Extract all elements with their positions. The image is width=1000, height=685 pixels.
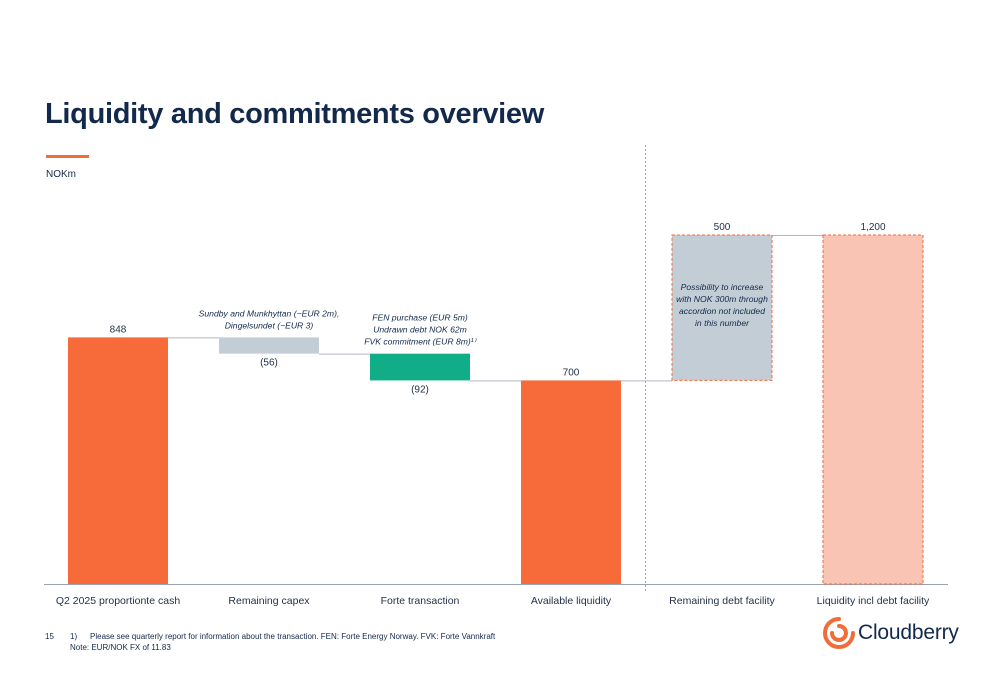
value-label-4: 500 bbox=[714, 222, 731, 233]
annotation-1-line-0: FEN purchase (EUR 5m) bbox=[372, 313, 468, 323]
bar-4 bbox=[671, 234, 773, 381]
cloudberry-logo: Cloudberry bbox=[822, 613, 962, 653]
bar-1 bbox=[219, 337, 319, 354]
annotation-1-line-2: FVK commitment (EUR 8m)¹⁾ bbox=[364, 337, 476, 347]
bar-2 bbox=[370, 353, 470, 381]
value-label-0: 848 bbox=[110, 324, 127, 335]
category-label-1: Remaining capex bbox=[228, 595, 310, 607]
title-underline bbox=[46, 155, 89, 158]
unit-label: NOKm bbox=[46, 169, 76, 180]
category-label-5: Liquidity incl debt facility bbox=[817, 595, 930, 607]
annotation-2-line-1: with NOK 300m through bbox=[676, 294, 768, 304]
annotation-2-line-2: accordion not included bbox=[679, 306, 765, 316]
category-label-2: Forte transaction bbox=[381, 595, 460, 607]
annotation-2-line-3: in this number bbox=[695, 318, 750, 328]
annotation-0-line-1: Dingelsundet (~EUR 3) bbox=[225, 320, 314, 330]
value-label-3: 700 bbox=[563, 367, 580, 378]
footnote: 1) Please see quarterly report for inform… bbox=[70, 631, 495, 653]
page-number: 15 bbox=[45, 632, 54, 641]
annotation-2-line-0: Possibility to increase bbox=[681, 282, 764, 292]
bar-3 bbox=[521, 380, 621, 584]
footnote-line-1: Please see quarterly report for informat… bbox=[90, 632, 496, 641]
footnote-marker: 1) bbox=[70, 632, 78, 641]
bar-5 bbox=[822, 234, 924, 585]
brand-name: Cloudberry bbox=[858, 621, 959, 644]
value-label-1: (56) bbox=[260, 358, 278, 369]
value-label-5: 1,200 bbox=[860, 222, 885, 233]
annotation-0-line-0: Sundby and Munkhyttan (~EUR 2m), bbox=[199, 308, 340, 318]
category-label-0: Q2 2025 proportionte cash bbox=[56, 595, 180, 607]
category-label-4: Remaining debt facility bbox=[669, 595, 775, 607]
annotation-1-line-1: Undrawn debt NOK 62m bbox=[373, 325, 467, 335]
value-label-2: (92) bbox=[411, 384, 429, 395]
cloudberry-swirl-icon bbox=[823, 617, 855, 649]
page-title: Liquidity and commitments overview bbox=[45, 98, 545, 130]
category-label-3: Available liquidity bbox=[531, 595, 612, 607]
bar-0 bbox=[68, 337, 168, 584]
footnote-line-2: Note: EUR/NOK FX of 11.83 bbox=[70, 643, 171, 652]
